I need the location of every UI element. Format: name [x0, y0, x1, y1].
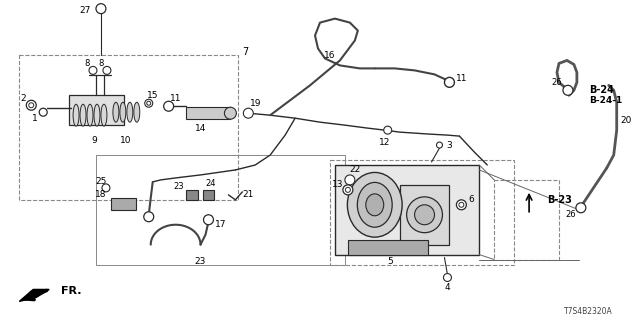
Circle shape — [89, 67, 97, 74]
Text: 21: 21 — [243, 190, 254, 199]
Text: 22: 22 — [349, 165, 360, 174]
Text: 8: 8 — [84, 59, 90, 68]
Text: 20: 20 — [621, 116, 632, 125]
Bar — [335, 165, 479, 255]
Text: 23: 23 — [195, 257, 206, 266]
Circle shape — [96, 4, 106, 14]
Ellipse shape — [366, 194, 384, 216]
Circle shape — [144, 212, 154, 222]
Text: 23: 23 — [173, 182, 184, 191]
Text: 3: 3 — [447, 140, 452, 149]
Circle shape — [444, 274, 451, 282]
Text: 19: 19 — [250, 99, 261, 108]
Text: 16: 16 — [324, 51, 336, 60]
Text: FR.: FR. — [61, 286, 82, 296]
Text: 26: 26 — [552, 78, 563, 87]
Text: 7: 7 — [242, 47, 248, 58]
Bar — [348, 240, 428, 255]
Text: 12: 12 — [379, 138, 390, 147]
Text: 14: 14 — [195, 124, 206, 132]
Circle shape — [406, 197, 442, 233]
Circle shape — [39, 108, 47, 116]
Ellipse shape — [113, 102, 119, 122]
Text: 24: 24 — [205, 180, 216, 188]
Bar — [186, 107, 230, 119]
Text: 9: 9 — [91, 136, 97, 145]
Circle shape — [384, 126, 392, 134]
Bar — [202, 190, 214, 200]
Circle shape — [456, 200, 467, 210]
Text: 4: 4 — [445, 283, 451, 292]
Text: B-24-1: B-24-1 — [589, 96, 622, 105]
Ellipse shape — [357, 182, 392, 227]
Circle shape — [415, 205, 435, 225]
Circle shape — [147, 101, 151, 105]
Text: B-24: B-24 — [589, 85, 614, 95]
Ellipse shape — [94, 104, 100, 126]
Text: 25: 25 — [95, 177, 107, 187]
Text: 13: 13 — [332, 180, 344, 189]
Text: 27: 27 — [79, 6, 91, 15]
Bar — [494, 180, 559, 260]
Circle shape — [29, 103, 34, 108]
Circle shape — [204, 215, 214, 225]
Text: 1: 1 — [33, 114, 38, 123]
Ellipse shape — [101, 104, 107, 126]
Ellipse shape — [127, 102, 133, 122]
Text: T7S4B2320A: T7S4B2320A — [564, 307, 613, 316]
Circle shape — [103, 67, 111, 74]
Circle shape — [345, 175, 355, 185]
Text: 10: 10 — [120, 136, 132, 145]
Ellipse shape — [73, 104, 79, 126]
Circle shape — [225, 107, 236, 119]
Bar — [19, 55, 238, 200]
Text: 5: 5 — [387, 257, 392, 266]
Circle shape — [243, 108, 253, 118]
Circle shape — [459, 202, 464, 207]
Circle shape — [576, 203, 586, 213]
Bar — [330, 160, 514, 265]
Text: 2: 2 — [20, 94, 26, 103]
Text: 11: 11 — [456, 74, 467, 83]
Circle shape — [436, 142, 442, 148]
Ellipse shape — [87, 104, 93, 126]
Circle shape — [343, 185, 353, 195]
Text: 15: 15 — [147, 91, 159, 100]
Text: 17: 17 — [214, 220, 226, 229]
Text: 26: 26 — [566, 210, 576, 219]
Circle shape — [444, 77, 454, 87]
Bar — [111, 198, 136, 210]
Text: 6: 6 — [468, 195, 474, 204]
Circle shape — [563, 85, 573, 95]
Circle shape — [164, 101, 173, 111]
Polygon shape — [19, 289, 49, 301]
Bar — [186, 190, 198, 200]
Circle shape — [145, 99, 153, 107]
Text: 11: 11 — [170, 94, 181, 103]
Ellipse shape — [120, 102, 126, 122]
Text: 18: 18 — [95, 190, 107, 199]
Ellipse shape — [348, 172, 402, 237]
Bar — [96, 155, 345, 265]
Circle shape — [102, 184, 110, 192]
Circle shape — [346, 188, 350, 192]
Text: 8: 8 — [99, 59, 104, 68]
Text: B-23: B-23 — [547, 195, 572, 205]
Bar — [69, 95, 124, 125]
Circle shape — [26, 100, 36, 110]
Bar — [399, 185, 449, 244]
Ellipse shape — [134, 102, 140, 122]
Ellipse shape — [80, 104, 86, 126]
